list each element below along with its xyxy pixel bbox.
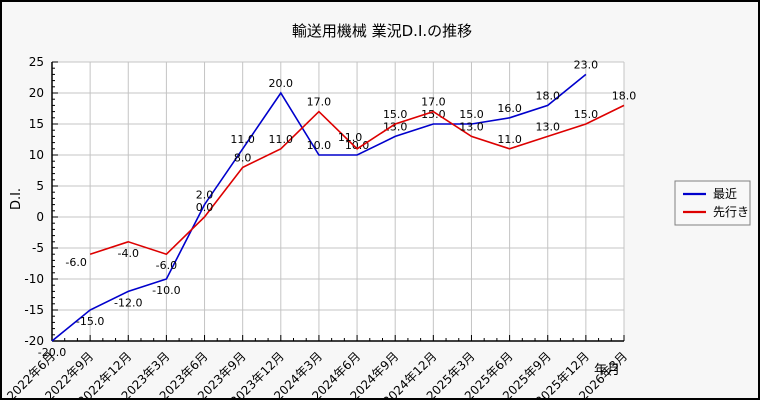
y-tick-label: 25 bbox=[29, 55, 44, 69]
chart-title: 輸送用機械 業況D.I.の推移 bbox=[292, 22, 472, 40]
point-label: 17.0 bbox=[307, 96, 332, 109]
point-label: 11.0 bbox=[497, 133, 522, 146]
point-label: -12.0 bbox=[114, 296, 142, 309]
y-tick-label: 0 bbox=[36, 210, 44, 224]
point-label: 15.0 bbox=[383, 108, 408, 121]
point-label: 13.0 bbox=[535, 120, 560, 133]
y-axis-label: D.I. bbox=[9, 188, 24, 210]
point-label: 23.0 bbox=[574, 58, 599, 71]
point-label: 2.0 bbox=[196, 189, 214, 202]
point-label: 13.0 bbox=[459, 120, 484, 133]
point-label: -15.0 bbox=[76, 315, 104, 328]
point-label: -6.0 bbox=[65, 256, 86, 269]
point-label: 20.0 bbox=[269, 77, 294, 90]
plot-background bbox=[52, 62, 624, 341]
point-label: 0.0 bbox=[196, 201, 214, 214]
point-label: 18.0 bbox=[535, 89, 560, 102]
point-label: 15.0 bbox=[459, 108, 484, 121]
point-label: 13.0 bbox=[383, 120, 408, 133]
y-tick-label: -15 bbox=[24, 303, 44, 317]
y-tick-label: -20 bbox=[24, 334, 44, 348]
point-label: 11.0 bbox=[269, 133, 294, 146]
y-tick-label: 5 bbox=[36, 179, 44, 193]
y-tick-label: -5 bbox=[32, 241, 44, 255]
legend-box bbox=[674, 180, 751, 226]
y-tick-label: 20 bbox=[29, 86, 44, 100]
point-label: 11.0 bbox=[230, 133, 255, 146]
series-line-最近 bbox=[51, 73, 587, 342]
y-tick-label: -10 bbox=[24, 272, 44, 286]
point-label: 16.0 bbox=[497, 102, 522, 115]
point-label: 18.0 bbox=[612, 89, 637, 102]
point-label: 15.0 bbox=[574, 108, 599, 121]
point-label: 8.0 bbox=[234, 151, 252, 164]
series-line-先行き bbox=[89, 104, 625, 256]
plot-area: -20-15-10-505101520252022年6月2022年9月2022年… bbox=[4, 55, 637, 398]
point-label: 11.0 bbox=[338, 131, 363, 144]
y-tick-label: 15 bbox=[29, 117, 44, 131]
point-label: -10.0 bbox=[152, 284, 180, 297]
point-label: 15.0 bbox=[421, 108, 446, 121]
point-label: -6.0 bbox=[156, 259, 177, 272]
y-tick-label: 10 bbox=[29, 148, 44, 162]
point-label: -20.0 bbox=[38, 346, 66, 359]
point-label: 17.0 bbox=[421, 96, 446, 109]
x-axis-label: 年月 bbox=[594, 363, 620, 378]
point-label: -4.0 bbox=[118, 247, 139, 260]
point-label: 10.0 bbox=[307, 139, 332, 152]
legend-label: 先行き bbox=[713, 205, 749, 219]
legend-label: 最近 bbox=[713, 187, 737, 201]
